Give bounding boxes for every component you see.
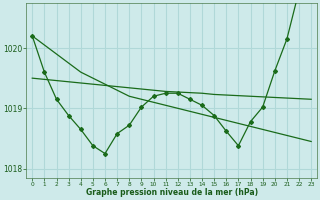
X-axis label: Graphe pression niveau de la mer (hPa): Graphe pression niveau de la mer (hPa) <box>86 188 258 197</box>
